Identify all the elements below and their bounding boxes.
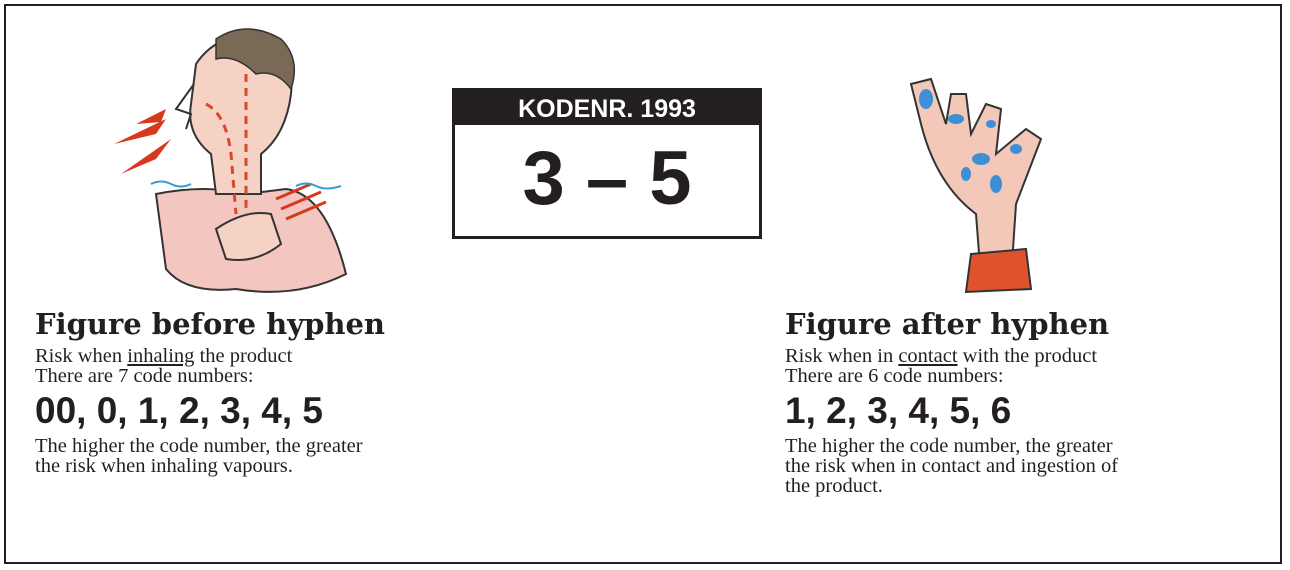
code-numbers: 1, 2, 3, 4, 5, 6 — [785, 388, 1255, 434]
heading: Figure before hyphen — [35, 306, 505, 342]
count-line: There are 6 code numbers: — [785, 366, 1255, 386]
description-line: the product. — [785, 476, 1255, 496]
left-column: Figure before hyphen Risk when inhaling … — [35, 306, 505, 476]
text: with the product — [958, 345, 1098, 367]
description-line: the risk when in contact and ingestion o… — [785, 456, 1255, 476]
text: Risk when — [35, 345, 127, 367]
emphasis: inhaling — [127, 345, 194, 367]
text: Risk when in — [785, 345, 898, 367]
risk-line: Risk when inhaling the product — [35, 346, 505, 366]
code-numbers: 00, 0, 1, 2, 3, 4, 5 — [35, 388, 505, 434]
heading: Figure after hyphen — [785, 306, 1255, 342]
code-value: 3 – 5 — [455, 125, 759, 233]
description-line: The higher the code number, the greater — [35, 436, 505, 456]
page: KODENR. 1993 3 – 5 Figure before hyphen … — [4, 4, 1282, 564]
contact-illustration — [896, 64, 1086, 294]
description-line: The higher the code number, the greater — [785, 436, 1255, 456]
description-line: the risk when inhaling vapours. — [35, 456, 505, 476]
emphasis: contact — [898, 345, 957, 367]
text: the product — [194, 345, 292, 367]
page-body: {"code_box": {"header": "KODENR. 1993", … — [0, 0, 1290, 570]
code-box-header: KODENR. 1993 — [455, 91, 759, 125]
risk-line: Risk when in contact with the product — [785, 346, 1255, 366]
inhaling-illustration — [96, 14, 366, 304]
code-box: KODENR. 1993 3 – 5 — [452, 88, 762, 239]
count-line: There are 7 code numbers: — [35, 366, 505, 386]
right-column: Figure after hyphen Risk when in contact… — [785, 306, 1255, 496]
